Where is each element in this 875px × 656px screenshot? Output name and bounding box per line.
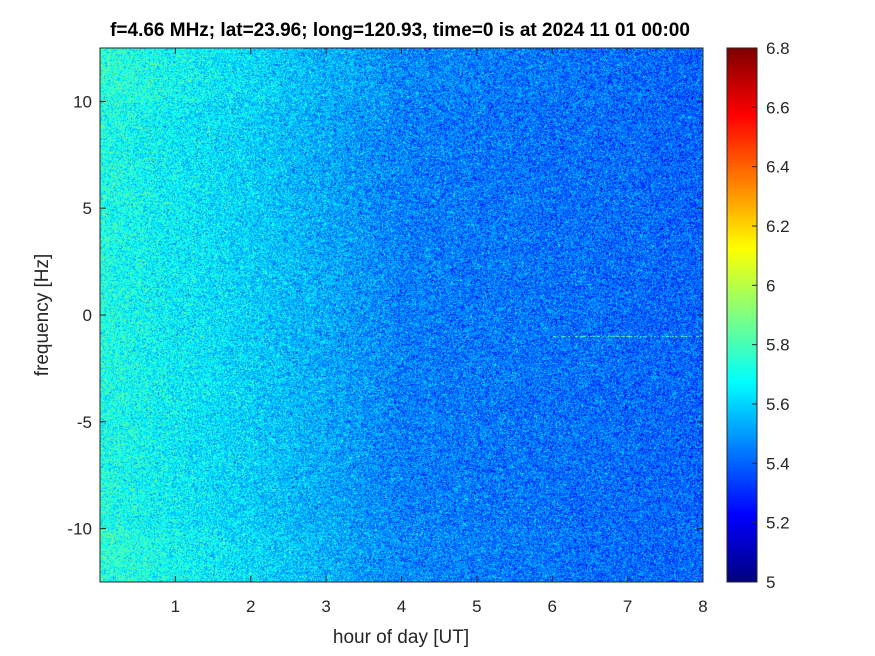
y-tick-label: 5 <box>83 199 92 218</box>
y-tick-label: 10 <box>73 92 92 111</box>
x-tick-label: 3 <box>321 597 330 616</box>
colorbar-tick-label: 6 <box>766 276 775 295</box>
x-tick-label: 2 <box>246 597 255 616</box>
colorbar-frame <box>726 47 758 583</box>
x-tick-label: 7 <box>623 597 632 616</box>
x-tick-label: 1 <box>171 597 180 616</box>
x-axis: 1 2 3 4 5 6 7 8 <box>171 48 708 616</box>
y-tick-label: -10 <box>67 520 92 539</box>
plot-frame <box>99 47 704 583</box>
colorbar-axis: 6.8 6.6 6.4 6.2 6 5.8 5.6 5.4 5.2 5 <box>752 39 790 592</box>
x-tick-label: 6 <box>548 597 557 616</box>
colorbar-gradient <box>727 48 757 582</box>
colorbar-tick-label: 5.6 <box>766 395 790 414</box>
chart-title: f=4.66 MHz; lat=23.96; long=120.93, time… <box>110 20 690 41</box>
colorbar-tick-label: 6.2 <box>766 217 790 236</box>
colorbar-tick-label: 5 <box>766 573 775 592</box>
colorbar-tick-label: 5.4 <box>766 454 790 473</box>
x-axis-label: hour of day [UT] <box>333 627 469 648</box>
colorbar-tick-label: 6.8 <box>766 39 790 58</box>
colorbar-tick-label: 5.8 <box>766 336 790 355</box>
y-axis: 10 5 0 -5 -10 <box>67 92 703 539</box>
x-tick-label: 5 <box>472 597 481 616</box>
x-tick-label: 8 <box>698 597 707 616</box>
colorbar-tick-label: 6.4 <box>766 158 790 177</box>
colorbar-tick-label: 5.2 <box>766 514 790 533</box>
x-tick-label: 4 <box>397 597 406 616</box>
y-axis-label: frequency [Hz] <box>32 254 53 377</box>
y-tick-label: -5 <box>77 413 92 432</box>
colorbar-tick-label: 6.6 <box>766 98 790 117</box>
y-tick-label: 0 <box>83 306 92 325</box>
spectrogram-heatmap <box>100 48 703 582</box>
